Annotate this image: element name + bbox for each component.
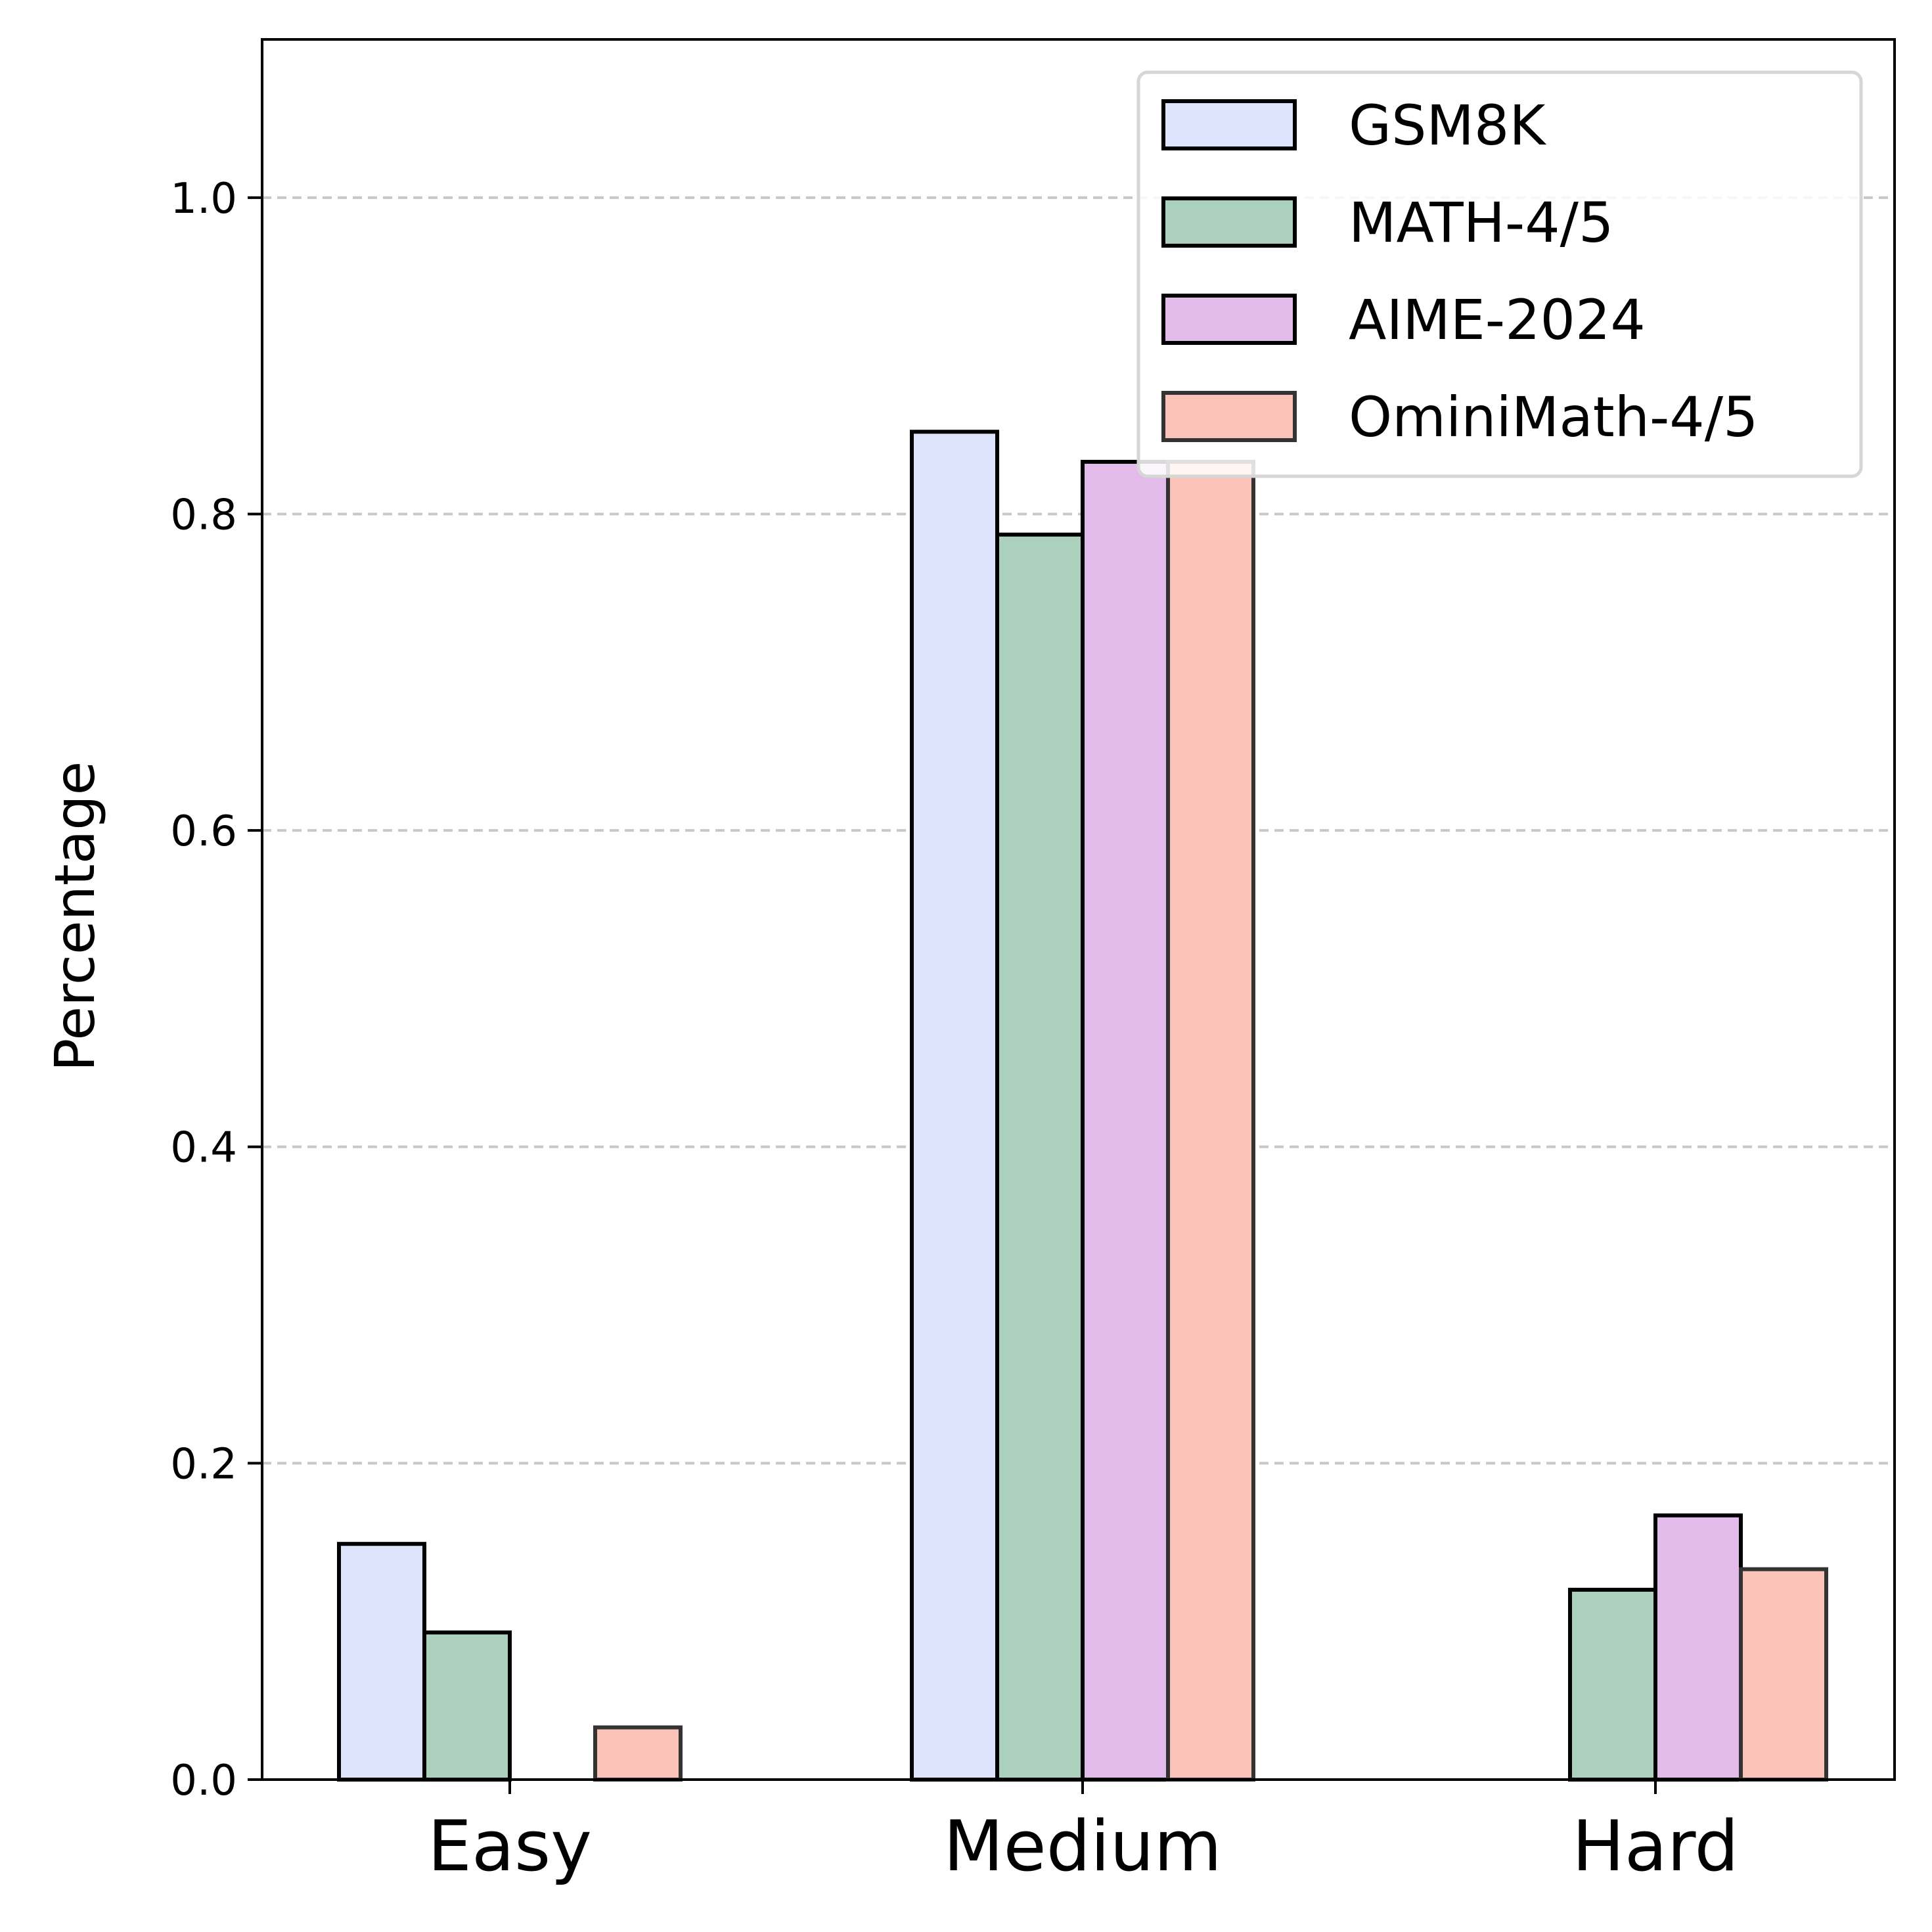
axes: Easy Medium Hard 0.0 0.2 0.4 0.6 0.8 1.0: [170, 38, 1896, 1887]
bar-medium-gsm8k: [910, 430, 999, 1782]
legend-label: MATH-4/5: [1349, 191, 1613, 255]
x-tick-label-easy: Easy: [428, 1806, 592, 1887]
legend-label: AIME-2024: [1349, 288, 1646, 352]
legend-swatch: [1161, 391, 1297, 442]
bar-easy-math-4-5: [422, 1630, 512, 1782]
legend-label: OminiMath-4/5: [1349, 385, 1758, 449]
bar-hard-ominimath-4-5: [1739, 1567, 1828, 1782]
bar-hard-math-4-5: [1568, 1588, 1657, 1782]
y-tick-label: 0.6: [170, 807, 237, 856]
y-tick-label: 0.8: [170, 491, 237, 539]
bar-easy-ominimath-4-5: [593, 1725, 683, 1782]
bar-easy-gsm8k: [337, 1542, 426, 1782]
legend-swatch: [1161, 294, 1297, 345]
y-tick-label: 1.0: [170, 175, 237, 223]
legend-label: GSM8K: [1349, 93, 1546, 158]
bar-medium-math-4-5: [995, 532, 1085, 1782]
y-tick-label: 0.0: [170, 1757, 237, 1805]
legend-swatch: [1161, 196, 1297, 248]
legend-box: [1136, 70, 1863, 478]
bar-medium-ominimath-4-5: [1166, 459, 1255, 1782]
y-axis-title: Percentage: [43, 761, 107, 1072]
bar-hard-aime-2024: [1653, 1513, 1743, 1782]
legend-swatch: [1161, 99, 1297, 150]
x-tick-label-hard: Hard: [1572, 1806, 1739, 1887]
y-tick-label: 0.4: [170, 1124, 237, 1173]
x-tick-label-medium: Medium: [943, 1806, 1222, 1887]
bar-medium-aime-2024: [1081, 459, 1170, 1782]
plot-frame: [261, 38, 1896, 1781]
y-tick-label: 0.2: [170, 1440, 237, 1489]
legend: GSM8K MATH-4/5 AIME-2024 OminiMath-4/5: [1136, 70, 1863, 478]
